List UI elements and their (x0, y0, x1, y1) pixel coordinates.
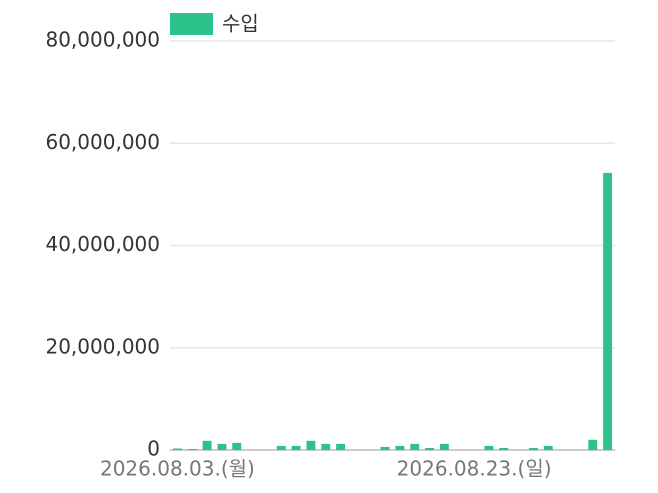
y-tick-label: 60,000,000 (45, 130, 160, 154)
legend-label: 수입 (222, 12, 259, 36)
bar (172, 448, 182, 450)
bar (306, 440, 316, 450)
bar (543, 445, 553, 450)
x-tick-label: 2026.08.23.(일) (397, 457, 552, 481)
bar (395, 445, 405, 450)
x-tick-label: 2026.08.03.(월) (100, 457, 255, 481)
y-tick-label: 0 (147, 437, 160, 461)
bar (321, 443, 331, 450)
bar (528, 447, 538, 450)
legend-swatch (170, 13, 213, 35)
bar (217, 443, 227, 450)
y-tick-label: 20,000,000 (45, 334, 160, 358)
bar (603, 172, 613, 450)
bar (276, 445, 286, 450)
bar (291, 445, 301, 450)
bar (484, 445, 494, 450)
y-tick-label: 80,000,000 (45, 28, 160, 52)
bar (588, 439, 598, 450)
bar (499, 447, 509, 450)
bar (202, 440, 212, 450)
bar (439, 443, 449, 450)
bar (232, 442, 242, 450)
bar (425, 447, 435, 450)
y-tick-label: 40,000,000 (45, 232, 160, 256)
bar (380, 446, 390, 450)
bar (187, 448, 197, 450)
bar (336, 443, 346, 450)
bar (410, 443, 420, 450)
